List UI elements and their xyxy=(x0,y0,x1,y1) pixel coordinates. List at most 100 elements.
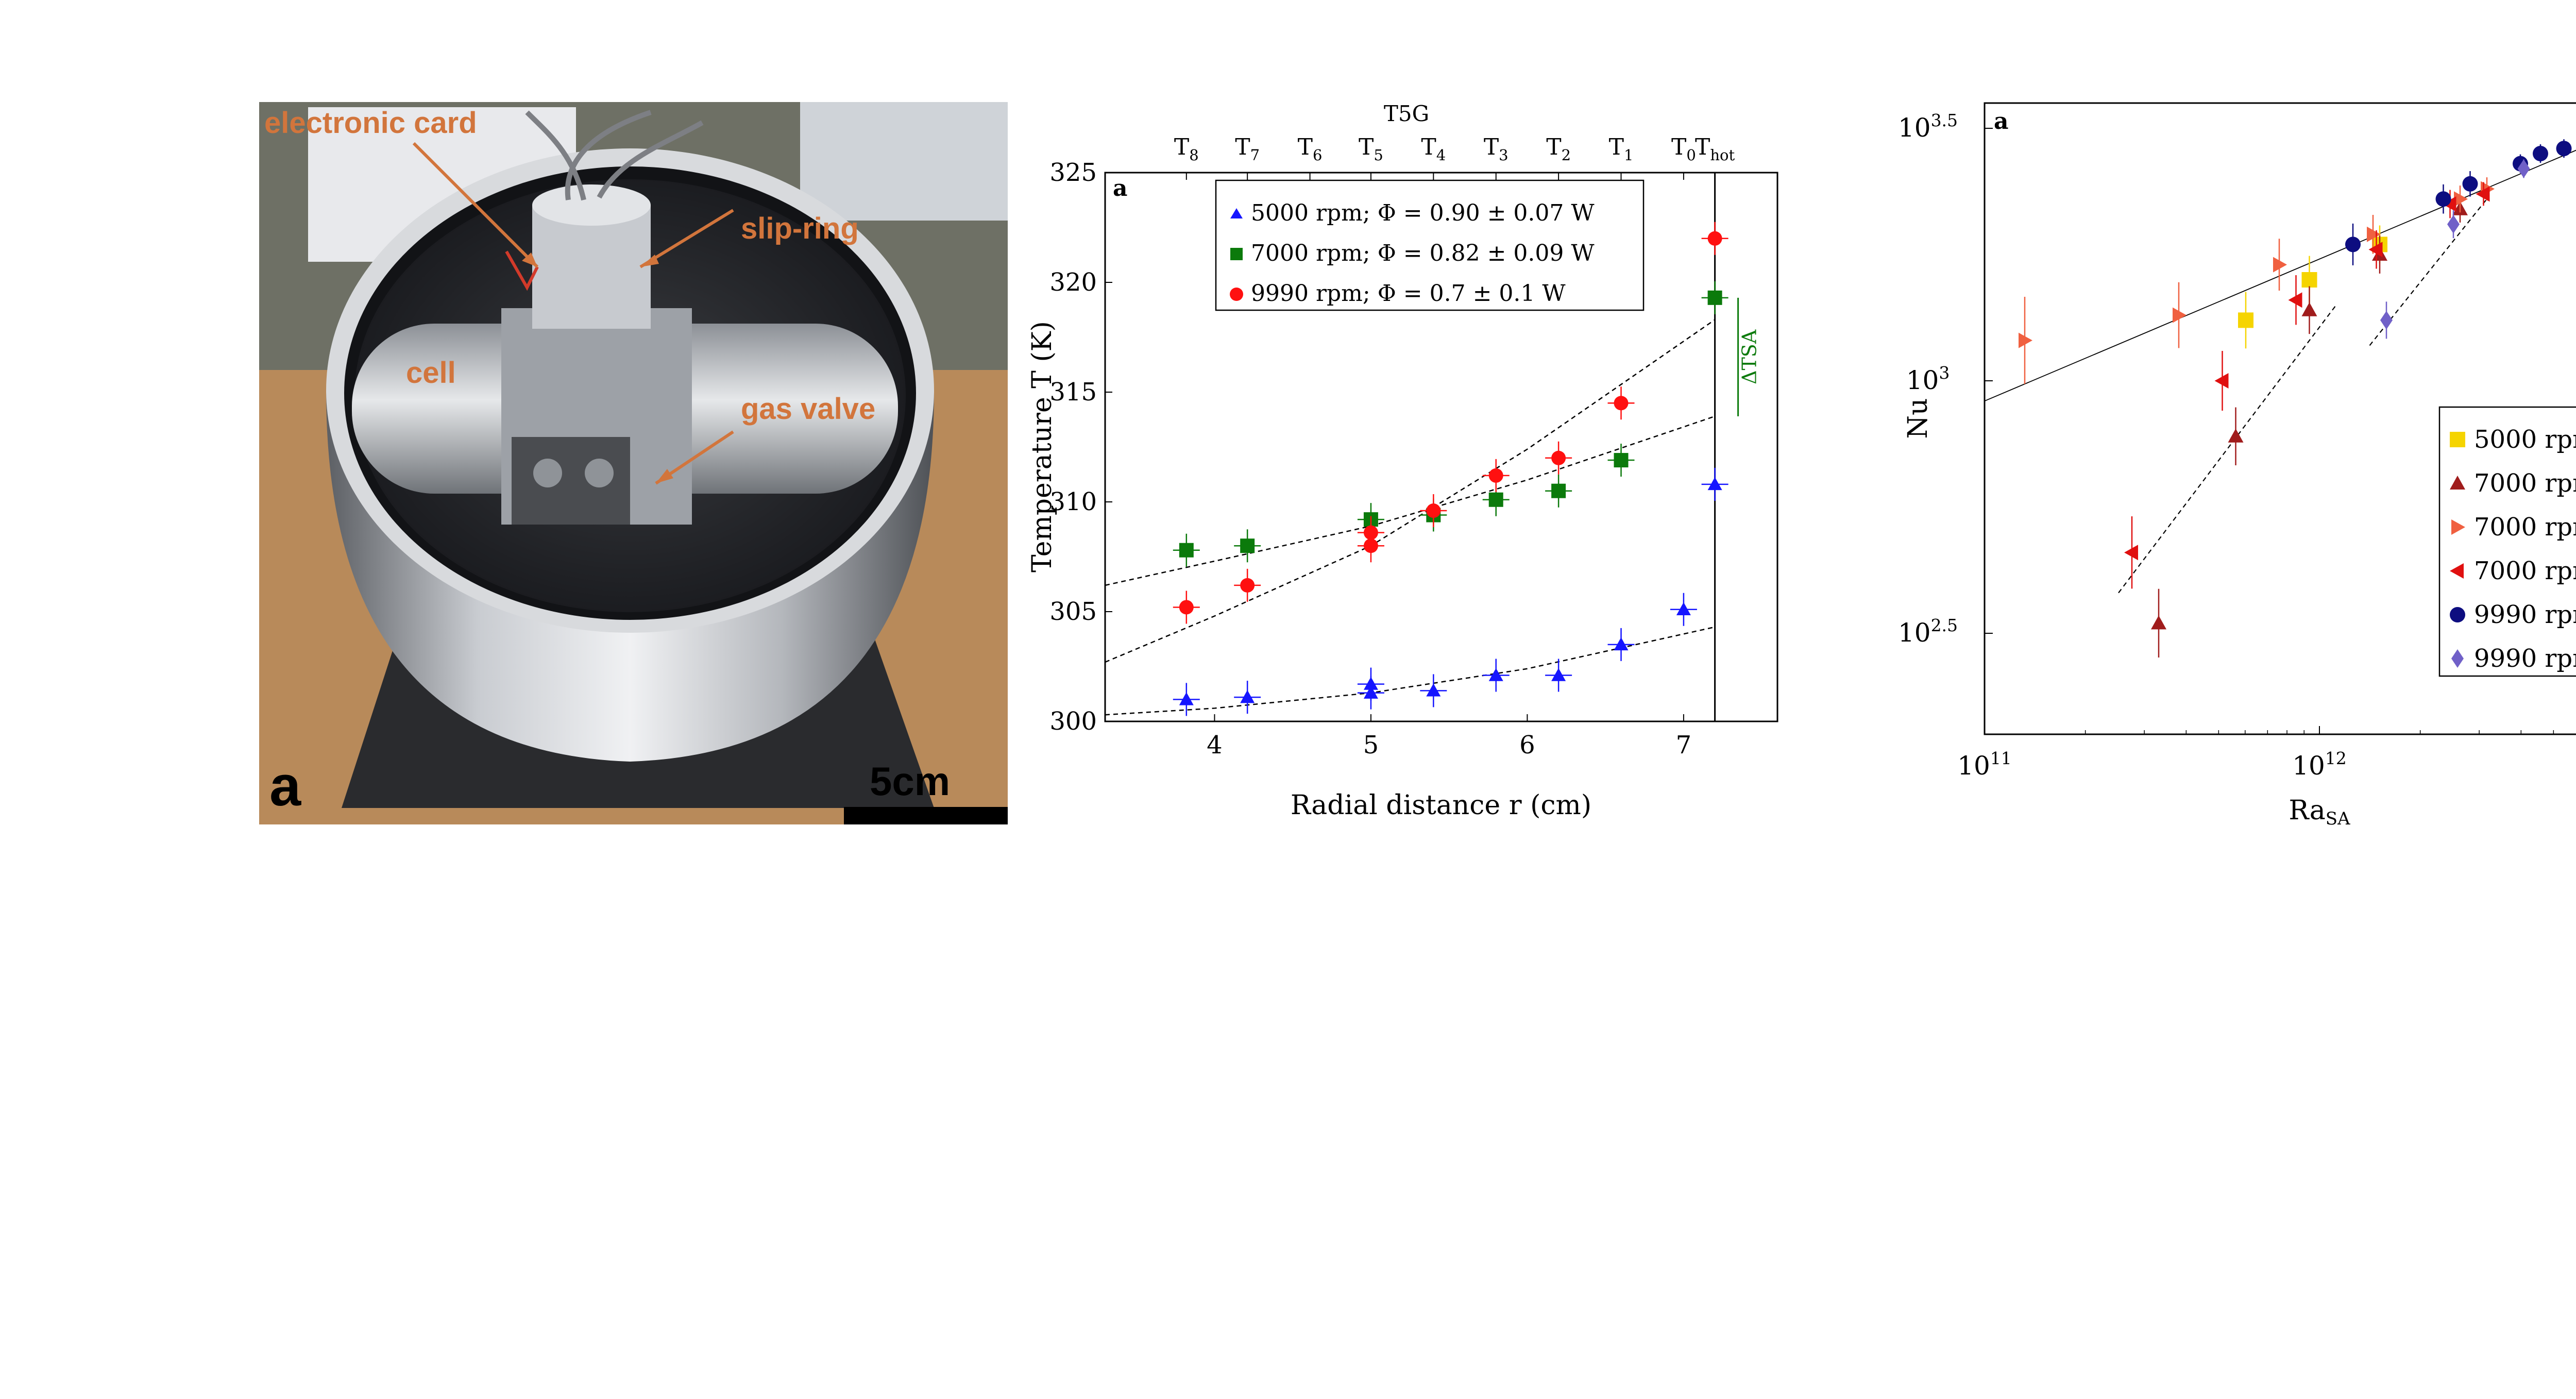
legend: 5000 rpm; Φ = 0.90 ± 0.07 W 7000 rpm; Φ … xyxy=(1215,179,1645,311)
gas-valve-knob xyxy=(585,459,614,487)
data-point xyxy=(1707,231,1722,246)
data-point xyxy=(1614,396,1629,411)
data-point xyxy=(2301,302,2317,316)
fit-line xyxy=(1105,415,1716,586)
y-axis-label: Nu xyxy=(1903,398,1934,439)
y-tick-label: 310 xyxy=(1049,487,1097,516)
photo-panel-letter: a xyxy=(269,754,301,818)
gas-valve-knob xyxy=(533,459,562,487)
data-point xyxy=(2019,332,2032,348)
arrowhead-icon xyxy=(656,469,673,483)
data-point xyxy=(2442,196,2456,212)
top-tick-label: T0 xyxy=(1671,134,1696,164)
scale-bar-label: 5cm xyxy=(870,759,950,804)
data-point xyxy=(1488,468,1503,483)
top-tick-label: T3 xyxy=(1484,134,1509,164)
data-point xyxy=(2238,312,2253,328)
legend-box xyxy=(1215,179,1645,311)
x-tick-label: 1012 xyxy=(2292,748,2347,781)
legend-marker-triangle xyxy=(1230,208,1243,218)
data-point xyxy=(2367,226,2381,242)
data-point xyxy=(2517,159,2530,178)
top-tick-label: T8 xyxy=(1174,134,1199,164)
background-cables xyxy=(800,102,1008,221)
data-point xyxy=(2476,186,2490,202)
plot-frame xyxy=(1104,172,1778,722)
data-point xyxy=(2345,237,2361,252)
data-point xyxy=(2124,545,2138,561)
y-tick-label: 325 xyxy=(1049,158,1097,187)
data-point xyxy=(1179,543,1194,558)
data-point xyxy=(2151,615,2166,630)
data-point xyxy=(1707,477,1722,491)
x-tick-label: 6 xyxy=(1519,731,1535,760)
data-point xyxy=(1363,538,1378,553)
y-tick-label: 103.5 xyxy=(1898,110,1958,143)
top-tick-label: T2 xyxy=(1546,134,1571,164)
data-point xyxy=(2454,191,2468,207)
label-gas-valve: gas valve xyxy=(741,392,875,426)
top-tick-label: Thot xyxy=(1695,134,1735,164)
data-point xyxy=(1179,600,1194,615)
y-tick-label: 305 xyxy=(1049,597,1097,626)
x-tick-label: 1011 xyxy=(1957,748,2012,781)
scale-bar xyxy=(844,807,1008,824)
y-tick-label: 315 xyxy=(1049,378,1097,407)
data-point xyxy=(1551,483,1566,498)
x-tick-label: 7 xyxy=(1676,731,1692,760)
legend-label: 9990 rpm xyxy=(2474,600,2576,629)
label-electronic-card: electronic card xyxy=(264,106,477,140)
y-tick-label: 320 xyxy=(1049,268,1097,297)
data-point xyxy=(1240,538,1255,553)
fit-line xyxy=(1105,319,1716,663)
data-point xyxy=(1676,602,1691,615)
data-point xyxy=(2462,176,2478,192)
electronic-card-wires xyxy=(505,250,539,291)
data-point xyxy=(1488,668,1503,681)
slip-ring-cables xyxy=(525,110,704,201)
data-point xyxy=(1240,690,1255,703)
apparatus-drawing: electronic card slip-ring cell gas valve… xyxy=(259,102,1008,824)
legend-marker xyxy=(2450,432,2465,447)
data-point xyxy=(1488,492,1503,507)
legend-marker xyxy=(2450,476,2465,490)
electronic-card-arrow xyxy=(412,142,539,268)
legend-label: 7000 rpm; Φ = 0.82 ± 0.09 W xyxy=(1251,240,1595,266)
temperature-chart-svg: 4 5 6 7 300 305 310 315 320 325 T8 T7 T6 T5 T4 T3 T2 T1 T0… xyxy=(1027,101,1778,821)
legend-marker xyxy=(2451,649,2464,668)
legend-marker xyxy=(2450,607,2465,622)
data-point xyxy=(1363,685,1378,699)
x-axis-label: Radial distance r (cm) xyxy=(1291,790,1591,821)
top-tick-label: T7 xyxy=(1235,134,1260,164)
x-tick-label: 4 xyxy=(1207,731,1223,760)
delta-label: ΔTSA xyxy=(1738,329,1761,384)
data-point xyxy=(2556,141,2572,157)
label-slip-ring: slip-ring xyxy=(741,212,859,245)
legend-label: 7000 rpm xyxy=(2474,557,2576,585)
data-point xyxy=(1707,290,1722,305)
legend-label: 9990 rpm; Φ = 0.7 ± 0.1 W xyxy=(1251,280,1566,307)
data-point xyxy=(1240,578,1255,593)
data-point xyxy=(2214,373,2229,389)
legend-label: 9990 rpm xyxy=(2474,644,2576,673)
fit-line xyxy=(2118,305,2337,594)
top-tick-label: T5 xyxy=(1359,134,1383,164)
apparatus-photo: electronic card slip-ring cell gas valve… xyxy=(259,102,1008,824)
legend-label: 5000 rpm; Φ = 0.90 ± 0.07 W xyxy=(1251,200,1595,226)
legend-marker-square xyxy=(1230,248,1243,260)
data-point xyxy=(2228,428,2244,443)
data-point xyxy=(1614,453,1629,468)
data-point xyxy=(2368,242,2383,258)
x-axis-label: RaSA xyxy=(2289,795,2350,829)
data-point xyxy=(1551,450,1566,465)
data-point xyxy=(2447,215,2460,234)
legend-marker xyxy=(2450,563,2464,579)
data-point xyxy=(1426,503,1441,518)
panel-letter: a xyxy=(1113,175,1128,201)
arrowhead-icon xyxy=(522,252,537,267)
legend-label: 5000 rpm xyxy=(2474,425,2576,454)
fit-line xyxy=(1105,626,1715,716)
top-tick-label: T1 xyxy=(1609,134,1634,164)
